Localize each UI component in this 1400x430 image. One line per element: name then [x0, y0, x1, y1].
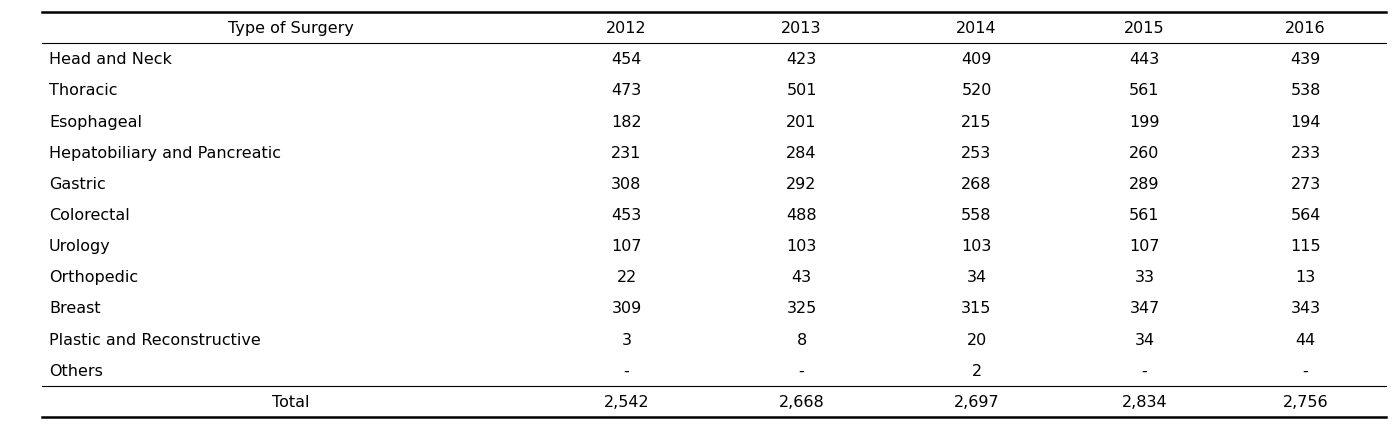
Text: Total: Total [272, 394, 309, 409]
Text: 538: 538 [1291, 83, 1320, 98]
Text: 343: 343 [1291, 301, 1320, 316]
Text: 423: 423 [787, 52, 816, 67]
Text: 44: 44 [1295, 332, 1316, 347]
Text: 309: 309 [612, 301, 641, 316]
Text: 561: 561 [1130, 83, 1159, 98]
Text: 33: 33 [1134, 270, 1155, 285]
Text: 2015: 2015 [1124, 21, 1165, 36]
Text: 194: 194 [1291, 114, 1320, 129]
Text: 2,697: 2,697 [953, 394, 1000, 409]
Text: 182: 182 [612, 114, 641, 129]
Text: 2: 2 [972, 363, 981, 378]
Text: 443: 443 [1130, 52, 1159, 67]
Text: 253: 253 [962, 145, 991, 160]
Text: 2,542: 2,542 [603, 394, 650, 409]
Text: 2013: 2013 [781, 21, 822, 36]
Text: 292: 292 [787, 176, 816, 191]
Text: 2,834: 2,834 [1121, 394, 1168, 409]
Text: 215: 215 [962, 114, 991, 129]
Text: -: - [1302, 363, 1309, 378]
Text: 325: 325 [787, 301, 816, 316]
Text: Esophageal: Esophageal [49, 114, 141, 129]
Text: Head and Neck: Head and Neck [49, 52, 172, 67]
Text: 315: 315 [962, 301, 991, 316]
Text: 233: 233 [1291, 145, 1320, 160]
Text: Type of Surgery: Type of Surgery [228, 21, 353, 36]
Text: 2,756: 2,756 [1282, 394, 1329, 409]
Text: 2016: 2016 [1285, 21, 1326, 36]
Text: 558: 558 [962, 208, 991, 222]
Text: 34: 34 [1134, 332, 1155, 347]
Text: 289: 289 [1130, 176, 1159, 191]
Text: 2014: 2014 [956, 21, 997, 36]
Text: 561: 561 [1130, 208, 1159, 222]
Text: 103: 103 [787, 239, 816, 254]
Text: 473: 473 [612, 83, 641, 98]
Text: 115: 115 [1291, 239, 1320, 254]
Text: 20: 20 [966, 332, 987, 347]
Text: 231: 231 [612, 145, 641, 160]
Text: 284: 284 [787, 145, 816, 160]
Text: 488: 488 [787, 208, 816, 222]
Text: -: - [798, 363, 805, 378]
Text: -: - [623, 363, 630, 378]
Text: 564: 564 [1291, 208, 1320, 222]
Text: 3: 3 [622, 332, 631, 347]
Text: 409: 409 [962, 52, 991, 67]
Text: 22: 22 [616, 270, 637, 285]
Text: Gastric: Gastric [49, 176, 106, 191]
Text: Others: Others [49, 363, 102, 378]
Text: 273: 273 [1291, 176, 1320, 191]
Text: 2012: 2012 [606, 21, 647, 36]
Text: Urology: Urology [49, 239, 111, 254]
Text: 439: 439 [1291, 52, 1320, 67]
Text: Orthopedic: Orthopedic [49, 270, 139, 285]
Text: 2,668: 2,668 [778, 394, 825, 409]
Text: 201: 201 [787, 114, 816, 129]
Text: 43: 43 [791, 270, 812, 285]
Text: 107: 107 [1130, 239, 1159, 254]
Text: 453: 453 [612, 208, 641, 222]
Text: Hepatobiliary and Pancreatic: Hepatobiliary and Pancreatic [49, 145, 281, 160]
Text: -: - [1141, 363, 1148, 378]
Text: 199: 199 [1130, 114, 1159, 129]
Text: Plastic and Reconstructive: Plastic and Reconstructive [49, 332, 260, 347]
Text: 13: 13 [1295, 270, 1316, 285]
Text: 347: 347 [1130, 301, 1159, 316]
Text: Breast: Breast [49, 301, 101, 316]
Text: 103: 103 [962, 239, 991, 254]
Text: 454: 454 [612, 52, 641, 67]
Text: Colorectal: Colorectal [49, 208, 130, 222]
Text: 8: 8 [797, 332, 806, 347]
Text: 501: 501 [787, 83, 816, 98]
Text: 268: 268 [962, 176, 991, 191]
Text: Thoracic: Thoracic [49, 83, 118, 98]
Text: 34: 34 [966, 270, 987, 285]
Text: 520: 520 [962, 83, 991, 98]
Text: 260: 260 [1130, 145, 1159, 160]
Text: 107: 107 [612, 239, 641, 254]
Text: 308: 308 [612, 176, 641, 191]
